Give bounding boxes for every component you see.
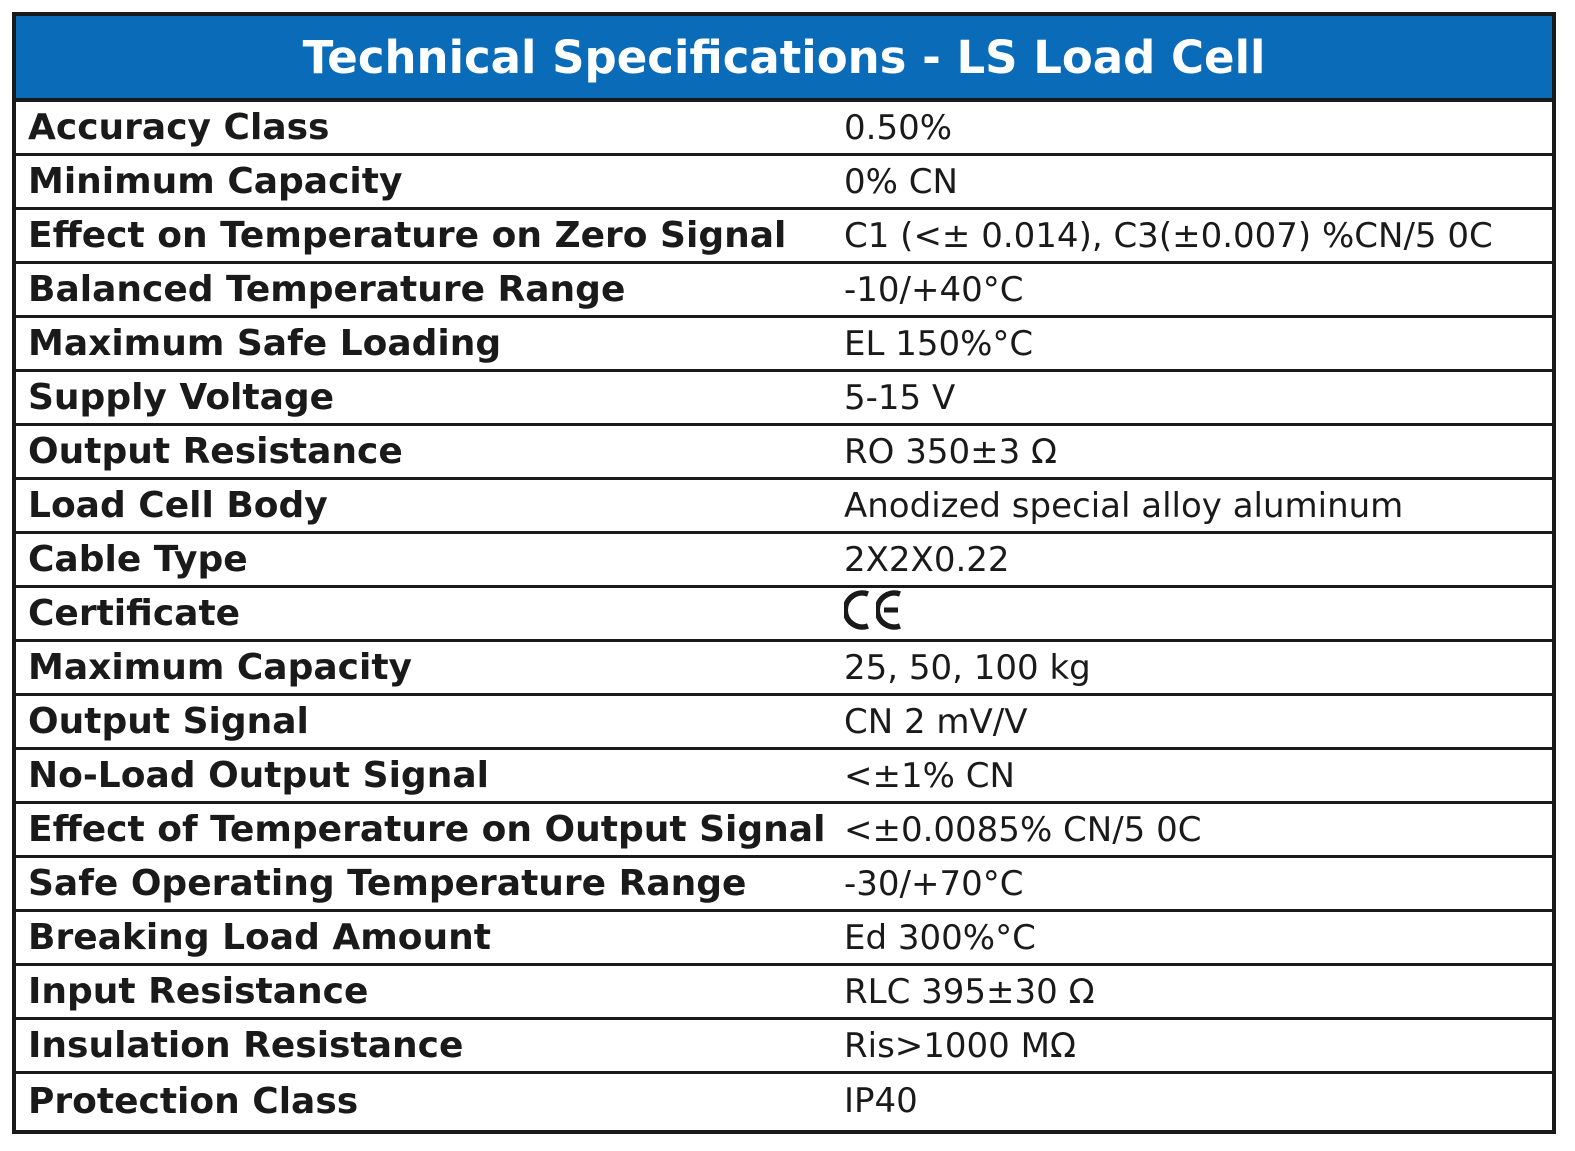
- row-label: Insulation Resistance: [28, 1025, 464, 1066]
- row-value: RO 350±3 Ω: [844, 431, 1057, 472]
- table-row: Cable Type 2X2X0.22: [16, 534, 1552, 588]
- row-value: Ris>1000 MΩ: [844, 1025, 1076, 1066]
- table-row: Input Resistance RLC 395±30 Ω: [16, 966, 1552, 1020]
- table-title: Technical Specifications - LS Load Cell: [16, 16, 1552, 102]
- row-value: CN 2 mV/V: [844, 701, 1028, 742]
- ce-e-glyph: [876, 590, 901, 630]
- row-label: Accuracy Class: [28, 107, 330, 148]
- row-label: Load Cell Body: [28, 485, 328, 526]
- row-value: -10/+40°C: [844, 269, 1024, 310]
- table-row: Effect of Temperature on Output Signal <…: [16, 804, 1552, 858]
- row-label: Breaking Load Amount: [28, 917, 491, 958]
- table-row: Certificate: [16, 588, 1552, 642]
- table-row: Maximum Capacity 25, 50, 100 kg: [16, 642, 1552, 696]
- row-label: Certificate: [28, 593, 241, 634]
- row-label: Effect on Temperature on Zero Signal: [28, 215, 787, 256]
- row-value: 0% CN: [844, 161, 958, 202]
- table-row: Load Cell Body Anodized special alloy al…: [16, 480, 1552, 534]
- row-label: Output Resistance: [28, 431, 403, 472]
- row-label: Cable Type: [28, 539, 248, 580]
- row-value: -30/+70°C: [844, 863, 1024, 904]
- row-value: Ed 300%°C: [844, 917, 1036, 958]
- spec-table: Technical Specifications - LS Load Cell …: [12, 12, 1556, 1134]
- table-row: Maximum Safe Loading EL 150%°C: [16, 318, 1552, 372]
- row-value: <±1% CN: [844, 755, 1015, 796]
- row-label: Maximum Safe Loading: [28, 323, 502, 364]
- table-row: Breaking Load Amount Ed 300%°C: [16, 912, 1552, 966]
- row-value: 2X2X0.22: [844, 539, 1010, 580]
- row-value: 0.50%: [844, 107, 953, 148]
- table-row: Insulation Resistance Ris>1000 MΩ: [16, 1020, 1552, 1074]
- row-value: 5-15 V: [844, 377, 956, 418]
- row-label: Balanced Temperature Range: [28, 269, 626, 310]
- row-label: Effect of Temperature on Output Signal: [28, 809, 826, 850]
- table-row: Output Signal CN 2 mV/V: [16, 696, 1552, 750]
- table-row: Balanced Temperature Range -10/+40°C: [16, 264, 1552, 318]
- row-value: [844, 588, 1552, 639]
- table-row: Accuracy Class 0.50%: [16, 102, 1552, 156]
- row-value: Anodized special alloy aluminum: [844, 485, 1404, 526]
- table-row: Output Resistance RO 350±3 Ω: [16, 426, 1552, 480]
- table-row: Protection Class IP40: [16, 1074, 1552, 1128]
- row-label: Supply Voltage: [28, 377, 335, 418]
- row-value: C1 (<± 0.014), C3(±0.007) %CN/5 0C: [844, 215, 1493, 256]
- row-value: EL 150%°C: [844, 323, 1034, 364]
- spec-rows: Accuracy Class 0.50% Minimum Capacity 0%…: [16, 102, 1552, 1128]
- ce-c-glyph: [844, 590, 869, 630]
- row-value: RLC 395±30 Ω: [844, 971, 1095, 1012]
- row-label: Safe Operating Temperature Range: [28, 863, 747, 904]
- row-label: Input Resistance: [28, 971, 369, 1012]
- row-label: Maximum Capacity: [28, 647, 412, 688]
- row-value: <±0.0085% CN/5 0C: [844, 809, 1202, 850]
- row-value: 25, 50, 100 kg: [844, 647, 1091, 688]
- table-row: Supply Voltage 5-15 V: [16, 372, 1552, 426]
- row-label: Protection Class: [28, 1080, 359, 1122]
- ce-mark-icon: [844, 588, 902, 632]
- row-value: IP40: [844, 1081, 918, 1121]
- table-row: Minimum Capacity 0% CN: [16, 156, 1552, 210]
- row-label: No-Load Output Signal: [28, 755, 489, 796]
- row-label: Minimum Capacity: [28, 161, 403, 202]
- table-row: No-Load Output Signal <±1% CN: [16, 750, 1552, 804]
- table-row: Effect on Temperature on Zero Signal C1 …: [16, 210, 1552, 264]
- row-label: Output Signal: [28, 701, 309, 742]
- table-row: Safe Operating Temperature Range -30/+70…: [16, 858, 1552, 912]
